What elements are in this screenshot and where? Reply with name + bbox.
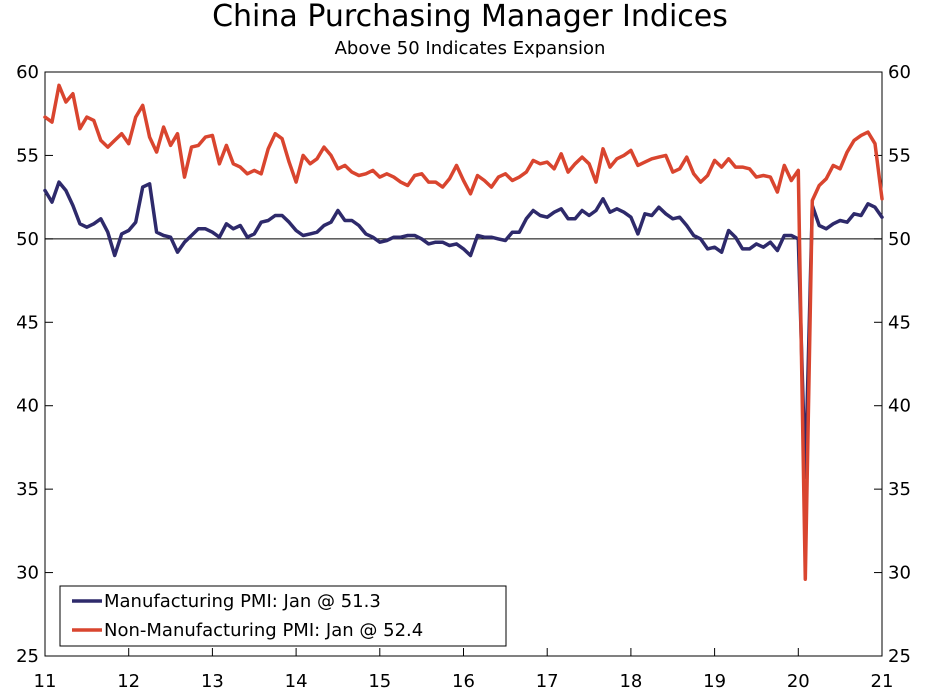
y-tick-label-right: 60: [888, 62, 911, 83]
series-line-manufacturing: [43, 180, 884, 480]
y-tick-label-left: 30: [16, 563, 39, 584]
y-tick-label-left: 55: [16, 145, 39, 166]
legend-box: [59, 585, 507, 647]
y-tick-label-right: 40: [888, 396, 911, 417]
x-tick-label: 20: [787, 671, 810, 692]
chart-title: China Purchasing Manager Indices: [212, 0, 728, 34]
plot-area-frame: [44, 71, 883, 657]
x-tick-label: 14: [285, 671, 308, 692]
y-tick-label-left: 25: [16, 646, 39, 667]
series-line-non-manufacturing: [43, 83, 884, 581]
chart-subtitle: Above 50 Indicates Expansion: [335, 38, 606, 59]
y-tick-label-left: 50: [16, 229, 39, 250]
x-tick-label: 18: [619, 671, 642, 692]
y-tick-label-right: 45: [888, 312, 911, 333]
y-tick-label-right: 35: [888, 479, 911, 500]
y-tick-label-right: 30: [888, 563, 911, 584]
axis-tick-layer: 25 25 30 30 35 35 40 40 45 45 50 50 55 55 60 60 11 12 13 14…: [16, 62, 911, 692]
x-tick-label: 17: [536, 671, 559, 692]
x-tick-label: 21: [871, 671, 894, 692]
y-tick-label-right: 55: [888, 145, 911, 166]
x-tick-label: 12: [117, 671, 140, 692]
legend-label-non-manufacturing: Non-Manufacturing PMI: Jan @ 52.4: [104, 620, 423, 641]
y-tick-label-left: 45: [16, 312, 39, 333]
x-tick-label: 13: [201, 671, 224, 692]
x-tick-label: 16: [452, 671, 475, 692]
legend-label-manufacturing: Manufacturing PMI: Jan @ 51.3: [104, 591, 381, 612]
x-tick-label: 19: [703, 671, 726, 692]
legend: Manufacturing PMI: Jan @ 51.3 Non-Manufa…: [59, 585, 507, 647]
y-tick-label-right: 50: [888, 229, 911, 250]
x-tick-label: 11: [34, 671, 57, 692]
y-tick-label-right: 25: [888, 646, 911, 667]
y-tick-label-left: 40: [16, 396, 39, 417]
y-tick-label-left: 35: [16, 479, 39, 500]
series-layer: [43, 83, 884, 581]
x-tick-label: 15: [368, 671, 391, 692]
y-tick-label-left: 60: [16, 62, 39, 83]
